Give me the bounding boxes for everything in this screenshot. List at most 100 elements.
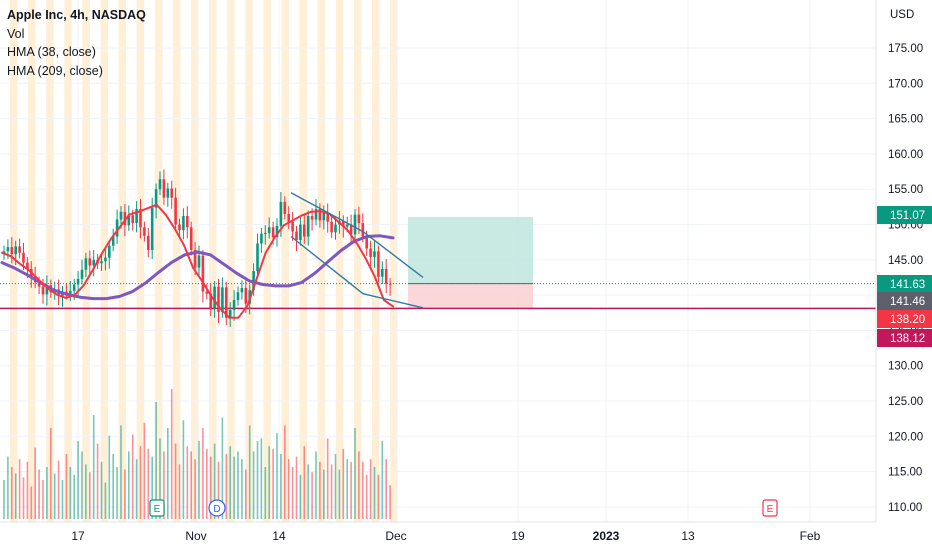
volume-bar [385,459,387,519]
event-marker-badge [208,499,226,517]
volume-bar [57,460,60,519]
volume-bar [147,448,150,519]
candle-body [100,261,103,264]
hma-209-line [0,234,395,301]
symbol-title[interactable]: Apple Inc, 4h, NASDAQ [7,8,146,22]
volume-bar [256,441,259,519]
volume-bar [362,461,364,519]
volume-bar [69,467,72,519]
session-stripe [46,0,54,522]
volume-bar [221,417,224,519]
candle-body [197,255,201,268]
x-tick-label: 13 [681,529,695,543]
volume-bar [213,443,216,519]
candle-body [236,292,240,301]
volume-bar [264,467,267,519]
candle-body [381,268,384,277]
candle-body [213,286,216,309]
candle-body [189,227,193,250]
legend-volume[interactable]: Vol [7,26,25,41]
volume-bar [38,469,40,519]
volume-bar [272,448,274,519]
volume-bar [143,422,146,519]
candle-body [131,215,134,224]
candle-body [299,224,302,241]
candle-body [154,189,158,208]
y-tick-label: 155.00 [888,184,923,196]
volume-bar [206,448,208,519]
volume-bar [26,461,29,519]
volume-bar [42,480,44,519]
volume-bar [303,446,306,519]
candle-body [287,213,290,222]
candle-body [264,232,267,234]
volume-bar [53,473,56,519]
candle-body [388,283,392,285]
volume-bar [89,472,91,519]
y-tick-label: 175.00 [888,43,923,55]
volume-bar [112,454,114,519]
legend-hma-209[interactable]: HMA (209, close) [7,63,103,78]
x-tick-label: 2023 [593,529,620,543]
volume-bar [373,467,376,519]
candle-body [41,286,45,295]
volume-bar [198,441,200,519]
candle-body [123,211,127,226]
candle-body [306,216,310,237]
candle-body [14,246,17,255]
x-tick-label: Feb [800,529,821,543]
candle-body [186,216,189,228]
candle-body [174,197,177,225]
volume-bar [11,467,13,519]
candle-body [279,201,283,226]
volume-bar [354,428,356,519]
volume-bar [209,456,212,519]
volume-bar [120,425,122,519]
candle-body [170,188,173,198]
volume-bar [77,441,79,519]
y-tick-label: 120.00 [888,431,923,443]
volume-bar [159,438,161,519]
event-marker: E [149,499,165,517]
candle-body [353,214,357,235]
y-tick-label: 110.00 [888,502,922,514]
y-tick-label: 160.00 [888,149,923,161]
candle-body [143,227,146,236]
session-stripe [245,0,253,522]
volume-bar [155,402,157,519]
volume-bar [284,425,286,519]
candle-body [275,225,279,238]
candle-body [349,224,353,235]
volume-bar [46,467,48,519]
target-zone [408,216,533,284]
volume-bar [22,477,25,519]
candle-body [104,257,107,262]
legend-hma-38[interactable]: HMA (38, close) [7,45,96,59]
volume-bar [381,441,384,519]
price-badge-label: 138.12 [890,333,925,345]
volume-bar [139,446,142,519]
volume-bar [334,454,337,519]
volume-bar [167,428,169,519]
volume-bar [330,464,333,519]
candle-body [342,220,345,227]
candle-body [139,208,142,228]
volume-bar [233,456,235,519]
candle-body [314,208,318,220]
candle-body [225,287,228,318]
price-badge [877,292,932,310]
event-marker: D [208,499,226,517]
volume-bar [30,486,33,519]
volume-bar [252,451,255,519]
volume-bar [291,467,294,519]
session-stripe [64,0,72,522]
candle-body [80,269,84,279]
volume-bar [100,461,103,519]
candle-body [209,293,212,309]
candle-body [365,236,368,249]
session-stripe [390,0,398,522]
candle-body [303,224,306,237]
candle-body [162,179,166,198]
